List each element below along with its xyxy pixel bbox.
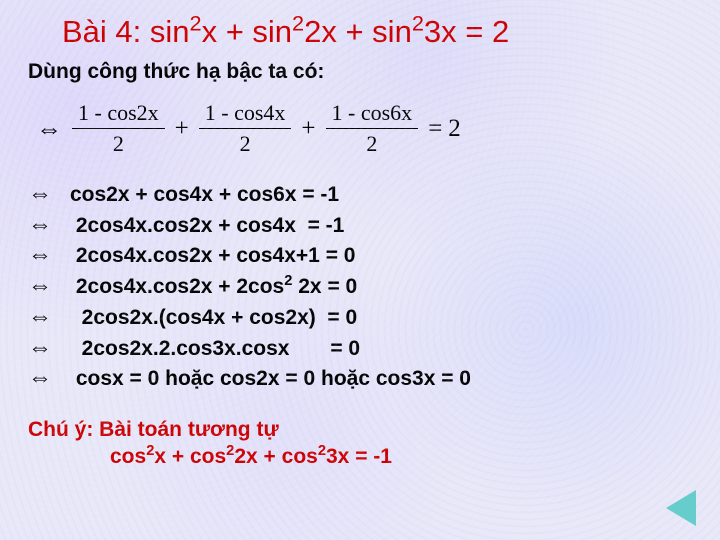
denominator: 2 [366, 129, 377, 157]
note-line-2: cos2x + cos22x + cos23x = -1 [28, 443, 720, 470]
rhs-value: 2 [448, 115, 461, 143]
iff-icon: ⇔ [28, 363, 70, 394]
step-row: ⇔ 2cos2x.2.cos3x.cosx = 0 [28, 333, 720, 364]
note-block: Chú ý: Bài toán tương tự cos2x + cos22x … [0, 394, 720, 471]
title-exp: 2 [412, 11, 424, 36]
step-row: ⇔ 2cos2x.(cos4x + cos2x) = 0 [28, 302, 720, 333]
denominator: 2 [240, 129, 251, 157]
title-part: x + sin [202, 14, 292, 49]
plus-op: + [295, 115, 321, 143]
equals-op: = [422, 115, 448, 143]
step-text: cos2x + cos4x + cos6x = -1 [70, 182, 339, 209]
note-part: 2x + cos [234, 445, 317, 468]
iff-icon: ⇔ [28, 179, 70, 210]
problem-title: Bài 4: sin2x + sin22x + sin23x = 2 [0, 0, 720, 50]
note-exp: 2 [318, 443, 326, 459]
fraction-2: 1 - cos4x 2 [199, 100, 292, 157]
iff-icon: ⇔ [28, 240, 70, 271]
step-text: 2cos2x.2.cos3x.cosx = 0 [70, 336, 360, 363]
numerator: 1 - cos4x [199, 100, 292, 129]
numerator: 1 - cos6x [326, 100, 419, 129]
derivation-steps: ⇔ cos2x + cos4x + cos6x = -1 ⇔ 2cos4x.co… [0, 157, 720, 394]
step-text: 2cos4x.cos2x + 2cos2 2x = 0 [70, 274, 357, 301]
fraction-1: 1 - cos2x 2 [72, 100, 165, 157]
step-row: ⇔ cosx = 0 hoặc cos2x = 0 hoặc cos3x = 0 [28, 363, 720, 394]
title-exp: 2 [190, 11, 202, 36]
step-row: ⇔ 2cos4x.cos2x + cos4x = -1 [28, 210, 720, 241]
reduction-equation: ⇔ 1 - cos2x 2 + 1 - cos4x 2 + 1 - cos6x … [0, 84, 720, 157]
fraction-3: 1 - cos6x 2 [326, 100, 419, 157]
plus-op: + [169, 115, 195, 143]
iff-symbol: ⇔ [36, 114, 68, 144]
iff-icon: ⇔ [28, 333, 70, 364]
numerator: 1 - cos2x [72, 100, 165, 129]
title-part: Bài 4: sin [62, 14, 190, 49]
note-part: 3x = -1 [326, 445, 392, 468]
note-part: cos [110, 445, 146, 468]
iff-icon: ⇔ [28, 302, 70, 333]
title-part: 2x + sin [304, 14, 412, 49]
title-exp: 2 [292, 11, 304, 36]
denominator: 2 [113, 129, 124, 157]
iff-icon: ⇔ [28, 271, 70, 302]
note-line-1: Chú ý: Bài toán tương tự [28, 416, 720, 443]
step-row: ⇔ 2cos4x.cos2x + cos4x+1 = 0 [28, 240, 720, 271]
step-text: cosx = 0 hoặc cos2x = 0 hoặc cos3x = 0 [70, 366, 471, 393]
previous-slide-button[interactable] [666, 490, 696, 526]
step-row: ⇔ cos2x + cos4x + cos6x = -1 [28, 179, 720, 210]
title-part: 3x = 2 [424, 14, 509, 49]
step-text: 2cos4x.cos2x + cos4x = -1 [70, 213, 344, 240]
subtitle-text: Dùng công thức hạ bậc ta có: [0, 50, 720, 84]
iff-icon: ⇔ [28, 210, 70, 241]
step-row: ⇔ 2cos4x.cos2x + 2cos2 2x = 0 [28, 271, 720, 302]
step-text: 2cos4x.cos2x + cos4x+1 = 0 [70, 243, 355, 270]
step-text: 2cos2x.(cos4x + cos2x) = 0 [70, 305, 357, 332]
note-part: x + cos [154, 445, 226, 468]
